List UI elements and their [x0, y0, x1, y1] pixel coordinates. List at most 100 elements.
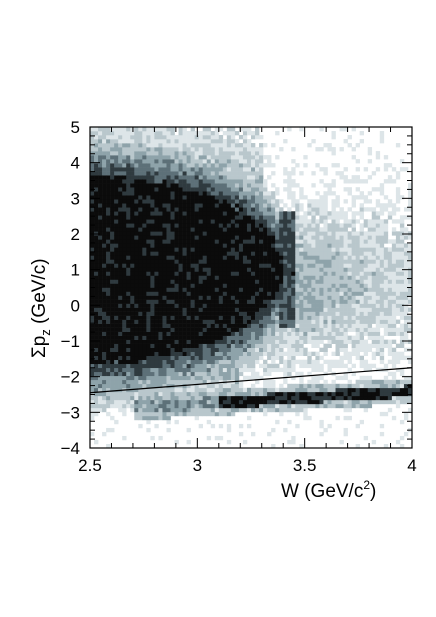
density-cell	[178, 155, 183, 160]
density-cell	[335, 327, 340, 332]
density-cell	[351, 399, 356, 405]
density-cell	[158, 371, 163, 377]
density-cell	[303, 251, 308, 256]
density-cell	[275, 199, 280, 204]
density-cell	[122, 303, 127, 308]
density-cell	[166, 155, 171, 160]
density-cell	[126, 391, 131, 397]
density-cell	[234, 299, 240, 304]
density-cell	[98, 195, 103, 200]
density-cell	[242, 219, 248, 224]
density-cell	[170, 411, 175, 417]
density-cell	[94, 375, 99, 381]
density-cell	[134, 159, 139, 164]
density-cell	[375, 287, 381, 292]
density-cell	[114, 187, 119, 192]
density-cell	[279, 307, 284, 312]
density-cell	[194, 327, 199, 332]
density-cell	[246, 363, 252, 369]
density-cell	[134, 151, 139, 156]
density-cell	[319, 255, 324, 260]
density-cell	[287, 267, 292, 272]
density-cell	[214, 383, 220, 389]
density-cell	[162, 411, 167, 417]
density-cell	[251, 227, 256, 232]
density-cell	[122, 279, 127, 284]
density-cell	[355, 159, 360, 164]
density-cell	[162, 295, 167, 300]
density-cell	[186, 243, 191, 248]
density-cell	[238, 263, 244, 268]
density-cell	[275, 299, 280, 304]
density-cell	[287, 371, 292, 377]
density-cell	[395, 263, 401, 268]
density-cell	[246, 227, 252, 232]
density-cell	[311, 383, 316, 389]
density-cell	[407, 235, 413, 240]
density-cell	[222, 339, 228, 344]
density-cell	[367, 255, 373, 260]
density-cell	[118, 291, 123, 296]
density-cell	[158, 259, 163, 264]
density-cell	[319, 207, 324, 212]
density-cell	[279, 367, 284, 373]
density-cell	[323, 327, 328, 332]
density-cell	[275, 347, 280, 352]
density-cell	[210, 251, 216, 256]
density-cell	[259, 323, 264, 328]
density-cell	[343, 371, 348, 377]
density-cell	[178, 315, 183, 320]
density-cell	[190, 307, 195, 312]
density-cell	[126, 315, 131, 320]
density-cell	[267, 271, 272, 276]
density-cell	[255, 323, 260, 328]
density-cell	[222, 315, 228, 320]
density-cell	[343, 215, 348, 220]
density-cell	[303, 395, 308, 401]
density-cell	[407, 387, 413, 393]
density-cell	[375, 235, 381, 240]
density-cell	[319, 327, 324, 332]
density-cell	[186, 251, 191, 256]
density-cell	[379, 235, 385, 240]
density-cell	[367, 231, 373, 236]
density-cell	[122, 159, 127, 164]
density-cell	[331, 403, 336, 409]
density-cell	[275, 387, 280, 393]
density-cell	[359, 359, 365, 365]
density-cell	[178, 411, 183, 417]
density-cell	[307, 299, 312, 304]
density-cell	[146, 251, 151, 256]
density-cell	[162, 287, 167, 292]
density-cell	[387, 271, 393, 276]
density-cell	[335, 319, 340, 324]
density-cell	[323, 347, 328, 352]
density-cell	[142, 259, 147, 264]
density-cell	[246, 415, 252, 421]
density-cell	[138, 135, 143, 140]
density-cell	[335, 279, 340, 284]
density-cell	[255, 127, 260, 132]
density-cell	[90, 159, 95, 164]
density-cell	[114, 203, 119, 208]
density-cell	[234, 367, 240, 373]
density-cell	[110, 359, 115, 365]
density-cell	[114, 195, 119, 200]
density-cell	[202, 275, 208, 280]
density-cell	[102, 387, 107, 393]
density-cell	[170, 323, 175, 328]
density-cell	[331, 183, 336, 188]
density-cell	[150, 255, 155, 260]
density-cell	[162, 367, 167, 373]
density-cell	[222, 307, 228, 312]
density-cell	[154, 239, 159, 244]
density-cell	[106, 179, 111, 184]
density-cell	[263, 143, 268, 148]
density-cell	[351, 175, 356, 180]
density-cell	[202, 211, 208, 216]
density-cell	[351, 223, 356, 228]
density-cell	[150, 355, 155, 361]
density-cell	[186, 227, 191, 232]
density-cell	[226, 127, 232, 132]
density-cell	[206, 311, 212, 316]
